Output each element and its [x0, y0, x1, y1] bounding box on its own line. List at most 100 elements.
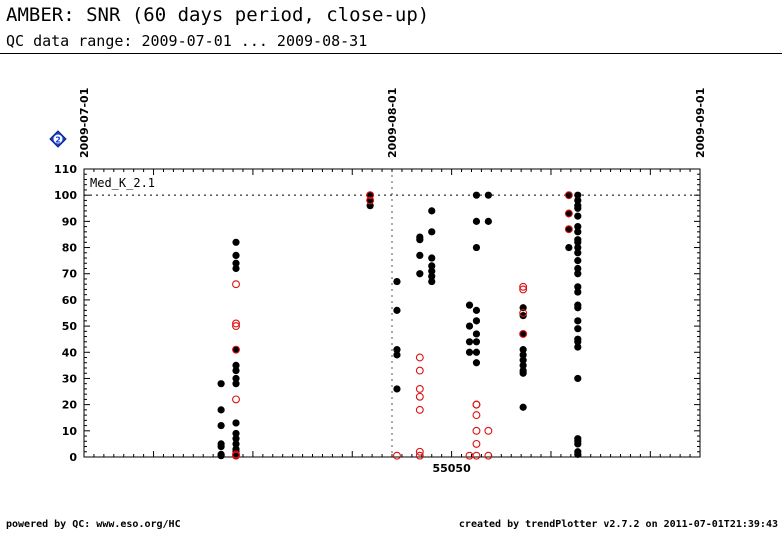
data-point-filled [416, 236, 424, 244]
data-point-filled [232, 429, 240, 438]
data-point-open [366, 191, 375, 200]
info-badge-icon[interactable]: 2 [49, 130, 67, 148]
data-point-open [472, 400, 481, 409]
title-divider [0, 53, 782, 54]
data-point-filled [232, 346, 240, 354]
data-point-filled [574, 374, 582, 383]
data-point-filled [416, 251, 424, 259]
data-point-filled [232, 435, 240, 443]
data-point-filled [232, 238, 240, 246]
data-point-filled [574, 325, 582, 333]
data-point-open [393, 451, 401, 460]
data-point-filled [519, 356, 527, 364]
data-point-filled [574, 223, 582, 231]
data-point-open [564, 209, 573, 218]
data-point-filled [232, 259, 240, 267]
data-point-filled [574, 191, 582, 199]
data-point-filled [472, 317, 481, 325]
footer-powered-by: powered by QC: www.eso.org/HC [6, 519, 181, 530]
data-point-filled [393, 346, 401, 354]
data-point-filled [232, 380, 240, 388]
data-point-open [415, 392, 424, 401]
data-point-open [519, 285, 528, 294]
data-point-open [415, 366, 424, 375]
data-point-filled [519, 312, 527, 320]
data-point-filled [574, 196, 582, 205]
data-point-open [484, 426, 493, 435]
data-point-filled [472, 330, 481, 338]
y-tick-label: 30 [62, 372, 78, 385]
data-point-open [472, 439, 481, 448]
data-point-filled [217, 421, 225, 430]
data-point-filled [465, 338, 474, 346]
data-point-filled [519, 403, 527, 411]
data-point-filled [232, 264, 240, 273]
data-point-filled [574, 270, 582, 278]
series-label: Med_K_2.1 [90, 176, 155, 190]
data-point-open [232, 280, 240, 289]
data-point-open [472, 451, 481, 460]
data-point-filled [574, 238, 582, 246]
data-point-filled [232, 251, 240, 259]
data-point-filled [472, 191, 481, 199]
y-tick-label: 40 [62, 346, 78, 359]
y-tick-label: 70 [62, 268, 78, 281]
data-point-filled [574, 338, 582, 346]
data-point-filled [232, 374, 240, 383]
chart-title: AMBER: SNR (60 days period, close-up) [6, 4, 430, 26]
data-point-filled [428, 254, 436, 262]
data-point-filled [465, 301, 474, 309]
date-markers: 2009-07-01 2009-08-01 2009-09-01 [78, 88, 707, 457]
data-point-filled [393, 306, 401, 314]
y-tick-label: 100 [54, 189, 77, 202]
data-point-filled [574, 440, 582, 448]
data-points [217, 191, 582, 460]
data-point-filled [565, 209, 573, 218]
data-point-filled [574, 249, 582, 257]
data-point-filled [428, 228, 436, 236]
data-point-filled [574, 283, 582, 291]
y-tick-label: 0 [69, 451, 77, 464]
y-axis: 0 10 20 30 40 50 60 70 80 90 100 110 [54, 163, 700, 464]
data-point-filled [217, 442, 225, 451]
footer-created-by: created by trendPlotter v2.7.2 on 2011-0… [458, 519, 778, 530]
data-point-filled [472, 359, 481, 367]
data-point-filled [428, 262, 436, 270]
data-point-open [519, 329, 528, 338]
date-marker-label: 2009-08-01 [386, 88, 399, 158]
data-point-filled [465, 322, 474, 330]
data-point-filled [217, 452, 225, 460]
data-point-open [415, 353, 424, 362]
data-point-filled [428, 267, 436, 275]
data-point-filled [519, 361, 527, 369]
data-point-filled [472, 338, 481, 346]
data-point-open [232, 345, 240, 354]
data-point-filled [574, 343, 582, 351]
data-point-filled [565, 243, 573, 252]
data-point-filled [519, 330, 527, 338]
y-tick-label: 110 [54, 163, 77, 176]
y-tick-label: 80 [62, 242, 78, 255]
date-marker-label: 2009-07-01 [78, 88, 91, 158]
data-point-filled [472, 243, 481, 252]
data-point-filled [232, 361, 240, 369]
data-point-filled [428, 272, 436, 280]
data-point-open [484, 451, 493, 460]
data-point-filled [232, 440, 240, 448]
data-point-filled [393, 277, 401, 286]
data-point-open [564, 225, 573, 234]
data-point-filled [574, 317, 582, 325]
date-marker-label: 2009-09-01 [694, 88, 707, 158]
y-tick-label: 60 [62, 294, 78, 307]
data-point-open [415, 451, 424, 460]
data-point-filled [574, 264, 582, 273]
data-point-filled [484, 217, 492, 225]
data-point-filled [472, 348, 481, 356]
y-tick-label: 90 [62, 215, 78, 228]
data-point-open [564, 191, 573, 200]
data-point-filled [574, 243, 582, 252]
data-point-filled [574, 212, 582, 220]
y-tick-label: 20 [62, 399, 78, 412]
data-point-open [232, 395, 240, 404]
